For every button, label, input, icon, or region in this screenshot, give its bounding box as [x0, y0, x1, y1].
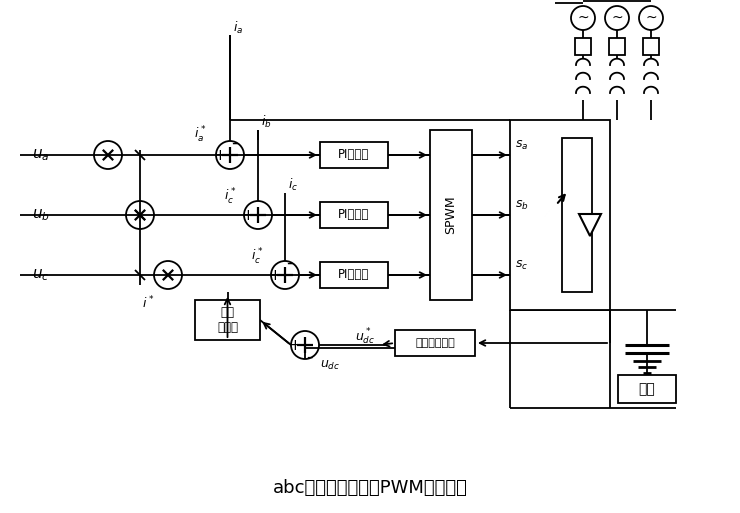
Text: $s_c$: $s_c$ [515, 259, 528, 271]
Bar [618, 375, 676, 403]
Polygon shape [579, 214, 601, 236]
Bar [320, 262, 388, 288]
Text: $i^*$: $i^*$ [142, 294, 154, 311]
Text: $u_{dc}^*$: $u_{dc}^*$ [355, 327, 375, 347]
Text: $i_c^*$: $i_c^*$ [223, 187, 236, 207]
Text: abc三相静止坐标系PWM控制框图: abc三相静止坐标系PWM控制框图 [272, 479, 468, 497]
Text: 负载: 负载 [639, 382, 656, 396]
Text: $u_b$: $u_b$ [32, 207, 50, 223]
Text: $u_c$: $u_c$ [32, 267, 50, 283]
Text: ~: ~ [611, 11, 623, 25]
Text: +: + [269, 267, 281, 283]
Text: +: + [289, 338, 301, 352]
Bar [510, 120, 610, 310]
Text: PI调节器: PI调节器 [338, 148, 370, 162]
Text: 直流电压检测: 直流电压检测 [415, 338, 455, 348]
Text: ~: ~ [577, 11, 589, 25]
Text: PI调节器: PI调节器 [338, 208, 370, 222]
Text: SPWM: SPWM [445, 195, 457, 234]
Bar [430, 130, 472, 300]
Text: $s_b$: $s_b$ [515, 199, 528, 211]
Text: $i_a$: $i_a$ [233, 20, 243, 36]
Text: 电压
调节器: 电压 调节器 [217, 306, 238, 334]
Text: $i_b$: $i_b$ [261, 114, 272, 130]
Text: -: - [286, 254, 292, 272]
Text: $i_c$: $i_c$ [288, 177, 298, 193]
Text: $i_c^*$: $i_c^*$ [251, 247, 263, 267]
Text: +: + [214, 148, 226, 163]
Bar [395, 330, 475, 356]
Bar [562, 138, 592, 292]
Bar [575, 38, 591, 55]
Text: -: - [306, 348, 312, 366]
Text: $u_a$: $u_a$ [32, 147, 50, 163]
Bar [609, 38, 625, 55]
Text: -: - [231, 134, 238, 152]
Bar [320, 142, 388, 168]
Bar [643, 38, 659, 55]
Bar [195, 300, 260, 340]
Text: ~: ~ [645, 11, 657, 25]
Text: $s_a$: $s_a$ [515, 139, 528, 151]
Text: $i_a^*$: $i_a^*$ [194, 125, 206, 145]
Bar [320, 202, 388, 228]
Text: $u_{dc}$: $u_{dc}$ [320, 359, 340, 371]
Text: PI调节器: PI调节器 [338, 268, 370, 282]
Text: +: + [242, 207, 255, 223]
